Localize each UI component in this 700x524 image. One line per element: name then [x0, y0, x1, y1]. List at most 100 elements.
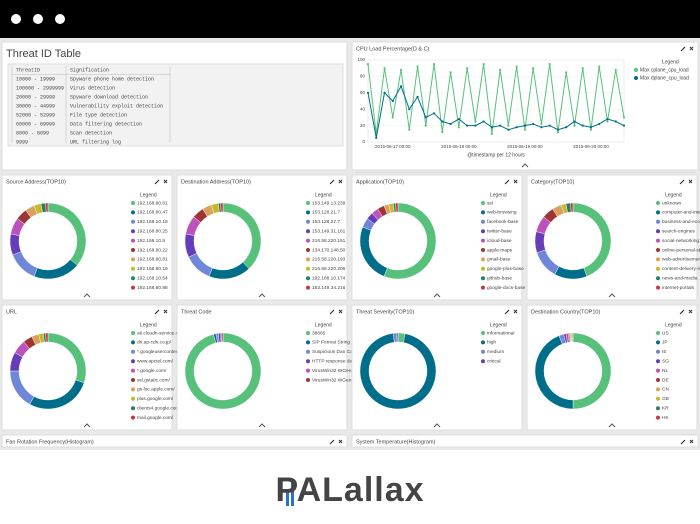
legend-label[interactable]: dn.ap-cdn.co.jp/ — [137, 340, 172, 346]
legend-swatch — [481, 220, 485, 224]
legend-swatch — [306, 220, 310, 224]
legend-label[interactable]: HK — [662, 415, 669, 421]
legend-label[interactable]: 216.58.220.161 — [312, 238, 346, 244]
point — [557, 129, 559, 131]
table-cell: 10000 - 19999 — [16, 76, 55, 82]
legend-label[interactable]: 192.168.80.47 — [137, 210, 168, 216]
table-cell: 52000 - 52999 — [16, 112, 55, 118]
point — [524, 125, 526, 127]
legend-label[interactable]: 153.149.13.239 — [312, 200, 346, 206]
legend-label[interactable]: 192.168.10.8 — [137, 238, 165, 244]
point — [532, 123, 534, 125]
point — [474, 125, 476, 127]
point — [474, 120, 476, 122]
legend-label[interactable]: plus.google.com/ — [137, 396, 174, 402]
window-dot[interactable] — [33, 14, 43, 24]
legend-label[interactable]: social-networking — [662, 238, 699, 244]
legend-label[interactable]: SG — [662, 358, 669, 364]
legend-label[interactable]: facebook-base — [487, 219, 519, 225]
legend-label[interactable]: web-advertisements — [662, 257, 700, 263]
legend-label[interactable]: mail.google.com/ — [137, 415, 174, 421]
legend-swatch — [131, 416, 135, 420]
legend-label[interactable]: gmail-base — [487, 257, 511, 263]
point — [516, 65, 518, 67]
legend-label[interactable]: 192.168.10.174 — [312, 275, 346, 281]
legend-label[interactable]: KR — [662, 405, 669, 411]
panel-title: Fan Rotation Frequency(Histogram) — [6, 439, 94, 445]
legend-label[interactable]: icloud-base — [487, 238, 512, 244]
legend-swatch — [306, 239, 310, 243]
legend-label[interactable]: 216.58.220.206 — [312, 266, 346, 272]
legend-label[interactable]: computer-and-internet — [662, 210, 700, 216]
legend-label[interactable]: Max dplane_cpu_load — [640, 75, 689, 81]
legend-label[interactable]: informational — [487, 330, 514, 336]
legend-swatch — [656, 359, 660, 363]
point — [623, 125, 625, 127]
legend-label[interactable]: unknown — [662, 200, 682, 206]
legend-swatch — [656, 220, 660, 224]
legend-label[interactable]: clients4.google.com/ — [137, 405, 181, 411]
legend-label[interactable]: twitter-base — [487, 228, 512, 234]
legend-swatch — [306, 229, 310, 233]
legend-label[interactable]: 192.168.80.22 — [137, 247, 168, 253]
slice — [46, 203, 48, 212]
legend-label[interactable]: 153.128.21.7 — [312, 210, 340, 216]
legend-label[interactable]: 153.128.27.7 — [312, 219, 340, 225]
legend-label[interactable]: google-docs-base — [487, 285, 525, 291]
legend-label[interactable]: content-delivery-netw... — [662, 266, 700, 272]
legend-label[interactable]: gs-loc.apple.com/ — [137, 387, 175, 393]
legend-label[interactable]: 134.170.148.50 — [312, 247, 346, 253]
point — [367, 63, 369, 65]
legend-label[interactable]: 192.168.80.61 — [137, 200, 168, 206]
legend-swatch — [306, 248, 310, 252]
point — [507, 129, 509, 131]
legend-label[interactable]: *.google.com/ — [137, 368, 167, 374]
panel-title: Threat Severity(TOP10) — [356, 309, 414, 315]
legend-label[interactable]: medium — [487, 349, 504, 355]
legend-label[interactable]: google-plus-base — [487, 266, 524, 272]
legend-swatch — [131, 378, 135, 382]
legend-label[interactable]: web-browsing — [487, 210, 517, 216]
legend-label[interactable]: ssl.gstatic.com/ — [137, 377, 170, 383]
panel-title: Threat Code — [181, 309, 212, 315]
window-dot[interactable] — [55, 14, 65, 24]
legend-label[interactable]: 153.149.34.216 — [312, 285, 346, 291]
panel — [352, 42, 698, 170]
legend-label[interactable]: apple-maps — [487, 247, 513, 253]
point — [441, 120, 443, 122]
window-dot[interactable] — [11, 14, 21, 24]
legend-label[interactable]: 192.168.80.81 — [137, 257, 168, 263]
legend-label[interactable]: US — [662, 330, 669, 336]
legend-label[interactable]: critical — [487, 358, 501, 364]
legend-label[interactable]: business-and-economy — [662, 219, 700, 225]
table-cell: Virus detection — [70, 85, 115, 91]
legend-label[interactable]: ssl — [487, 200, 493, 206]
legend-label[interactable]: news-and-media — [662, 275, 698, 281]
legend-swatch — [656, 267, 660, 271]
legend-label[interactable]: 38665 — [312, 330, 326, 336]
legend-label[interactable]: CN — [662, 387, 669, 393]
legend-label[interactable]: online-personal-storage — [662, 247, 700, 253]
legend-label[interactable]: Max cplane_cpu_load — [640, 67, 689, 73]
legend-label[interactable]: JP — [662, 340, 668, 346]
slice — [535, 232, 545, 253]
legend-label[interactable]: 192.168.10.54 — [137, 275, 168, 281]
legend-label[interactable]: search-engines — [662, 228, 695, 234]
legend-label[interactable]: 192.168.80.25 — [137, 228, 168, 234]
legend-label[interactable]: github-base — [487, 275, 512, 281]
legend-label[interactable]: 192.168.80.19 — [137, 266, 168, 272]
legend-label[interactable]: 216.58.220.193 — [312, 257, 346, 263]
legend-label[interactable]: high — [487, 340, 496, 346]
legend-label[interactable]: 153.149.31.161 — [312, 228, 346, 234]
x-axis-label: @timestamp per 12 hours — [467, 152, 525, 158]
legend-label[interactable]: GB — [662, 396, 669, 402]
legend-label[interactable]: DE — [662, 377, 669, 383]
legend-label[interactable]: NL — [662, 368, 668, 374]
legend-label[interactable]: internet-portals — [662, 285, 695, 291]
legend-label[interactable]: IE — [662, 349, 667, 355]
legend-label[interactable]: 192.168.10.18 — [137, 219, 168, 225]
legend-swatch — [656, 257, 660, 261]
legend-label[interactable]: www.apctel.com/ — [137, 358, 174, 364]
legend-label[interactable]: 192.168.80.98 — [137, 285, 168, 291]
legend-title: Legend — [315, 192, 332, 198]
